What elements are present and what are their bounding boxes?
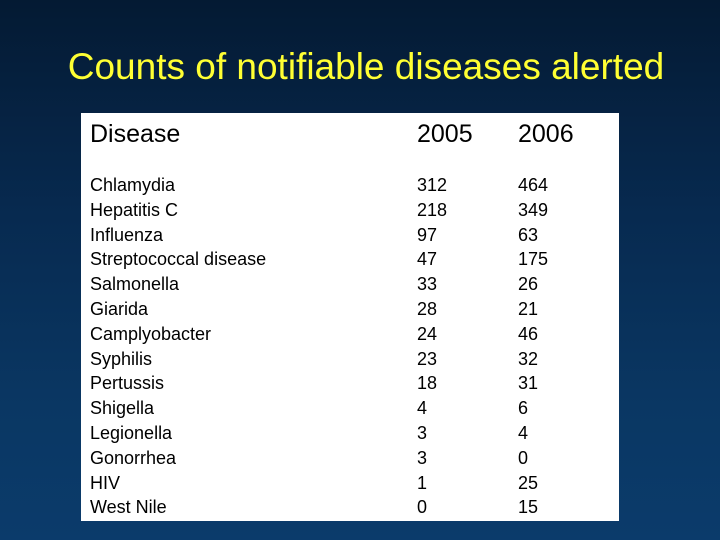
table-row: Streptococcal disease 47 175 [81, 247, 619, 272]
table-row: Camplyobacter 24 46 [81, 322, 619, 347]
cell-2006: 6 [518, 398, 529, 419]
cell-2006: 31 [518, 373, 539, 394]
cell-disease: Shigella [90, 398, 155, 419]
cell-disease: Giarida [90, 298, 149, 319]
slide-title: Counts of notifiable diseases alerted [67, 46, 665, 87]
table-row: West Nile 0 15 [81, 495, 619, 520]
cell-2005: 4 [417, 398, 428, 419]
table-header-row: Disease 2005 2006 [81, 117, 619, 151]
table-row: Hepatitis C 218 349 [81, 198, 619, 223]
cell-2006: 464 [518, 175, 549, 195]
cell-2006: 63 [518, 224, 539, 245]
cell-disease: Pertussis [90, 373, 165, 394]
cell-2005: 28 [417, 298, 438, 319]
cell-disease: West Nile [90, 497, 167, 518]
cell-2006: 349 [518, 199, 549, 220]
cell-disease: Legionella [90, 422, 173, 443]
header-2005: 2005 [417, 120, 473, 148]
cell-2006: 32 [518, 348, 539, 369]
header-disease: Disease [90, 120, 181, 148]
cell-2005: 1 [417, 472, 428, 493]
table-row: Legionella 3 4 [81, 421, 619, 446]
table-row: Giarida 28 21 [81, 297, 619, 322]
disease-counts-table: Disease 2005 2006 Chlamydia 312 464 Hepa… [81, 113, 619, 521]
cell-2006: 0 [518, 447, 529, 468]
header-2006: 2006 [518, 120, 574, 148]
cell-2005: 3 [417, 447, 428, 468]
cell-2005: 47 [417, 249, 438, 270]
cell-2006: 21 [518, 298, 539, 319]
cell-2006: 26 [518, 274, 539, 295]
cell-2005: 312 [417, 175, 448, 195]
cell-disease: Salmonella [90, 274, 180, 295]
cell-2006: 15 [518, 497, 539, 518]
table-row: HIV 1 25 [81, 471, 619, 496]
cell-2005: 0 [417, 497, 428, 518]
table-row: Shigella 4 6 [81, 396, 619, 421]
cell-2006: 175 [518, 249, 549, 270]
cell-disease: Camplyobacter [90, 323, 212, 344]
cell-2006: 46 [518, 323, 539, 344]
cell-2005: 97 [417, 224, 438, 245]
cell-disease: Streptococcal disease [90, 249, 267, 270]
table-row: Gonorrhea 3 0 [81, 446, 619, 471]
table-row: Salmonella 33 26 [81, 272, 619, 297]
cell-2006: 4 [518, 422, 529, 443]
table-body: Chlamydia 312 464 Hepatitis C 218 349 In… [81, 173, 619, 520]
table-row: Syphilis 23 32 [81, 347, 619, 372]
cell-2005: 23 [417, 348, 438, 369]
cell-disease: Chlamydia [90, 175, 176, 195]
table-row: Pertussis 18 31 [81, 371, 619, 396]
cell-2005: 24 [417, 323, 438, 344]
cell-disease: Influenza [90, 224, 164, 245]
cell-2005: 33 [417, 274, 438, 295]
cell-disease: Gonorrhea [90, 447, 177, 468]
cell-disease: Syphilis [90, 348, 153, 369]
table-row: Chlamydia 312 464 [81, 173, 619, 198]
cell-disease: HIV [90, 472, 121, 493]
cell-disease: Hepatitis C [90, 199, 179, 220]
cell-2005: 218 [417, 199, 448, 220]
cell-2005: 18 [417, 373, 438, 394]
cell-2006: 25 [518, 472, 539, 493]
cell-2005: 3 [417, 422, 428, 443]
table-row: Influenza 97 63 [81, 223, 619, 248]
